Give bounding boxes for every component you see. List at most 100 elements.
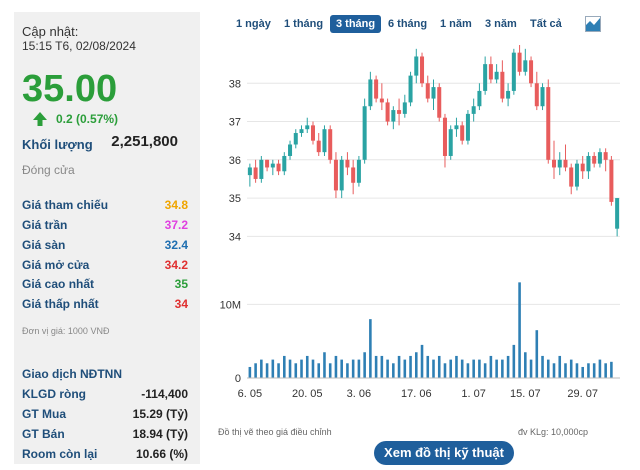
volume-bar [271,359,275,378]
volume-bar [541,355,544,378]
x-tick-label: 29. 07 [567,388,598,400]
candle-body [557,159,562,168]
volume-bar [420,344,424,378]
volume-bar [466,363,470,378]
area-chart-icon[interactable] [585,16,601,32]
candle-body [615,198,620,229]
price-row-value: 34 [174,297,188,311]
price-row: Giá tham chiếu 34.8 [22,198,188,216]
volume-bar [305,355,309,378]
candle-body [265,159,270,168]
price-row-value: 34.8 [164,198,188,212]
volume-bar [564,363,567,378]
volume-bar [449,359,453,378]
candle-body [253,167,258,179]
volume-bar [392,363,395,378]
volume-bar [288,359,292,378]
volume-bar [340,359,343,378]
price-tick-label: 38 [229,78,241,90]
volume-bar [254,363,257,378]
tab-3-months[interactable]: 3 tháng [330,15,382,33]
volume-bar [604,363,607,378]
volume-bar [369,319,372,378]
foreign-row-label: GT Mua [22,407,66,421]
foreign-row-label: GT Bán [22,427,65,441]
price-tick-label: 34 [229,231,241,243]
candle-body [368,79,373,107]
volume-bar [386,359,389,378]
candle-body [540,87,545,107]
candle-body [351,167,356,183]
technical-chart-button[interactable]: Xem đồ thị kỹ thuật [374,441,514,465]
x-tick-label: 15. 07 [510,388,541,400]
candle-body [431,87,436,99]
candle-body [488,64,493,80]
x-tick-label: 20. 05 [292,388,323,400]
price-row-label: Giá tham chiếu [22,198,109,212]
foreign-trade-title: Giao dịch NĐTNN [22,367,123,381]
foreign-row: KLGD ròng -114,400 [22,387,188,405]
price-row-label: Giá mở cửa [22,258,90,272]
candle-body [328,129,333,160]
market-status: Đóng cửa [22,163,75,177]
candle-body [597,152,602,164]
foreign-row-label: Room còn lại [22,447,98,461]
volume-bar [581,366,584,378]
tab-1-year[interactable]: 1 năm [440,18,472,30]
candle-body [500,71,505,99]
foreign-row-value: 18.94 (Tỷ) [132,427,188,441]
volume-bar [535,330,539,378]
candle-body [465,113,470,141]
tab-1-month[interactable]: 1 tháng [284,18,324,30]
unit-note: Đơn vị giá: 1000 VNĐ [22,326,110,336]
volume-bar [558,355,562,378]
x-tick-label: 6. 05 [238,388,262,400]
candle-body [592,155,597,164]
price-row-value: 34.2 [164,258,188,272]
candle-body [477,90,482,107]
volume-bar [346,363,349,378]
tab-all[interactable]: Tất cả [530,18,562,30]
candle-body [437,87,442,118]
candle-body [494,71,499,80]
volume-bar [397,355,401,378]
price-row-value: 32.4 [164,238,188,252]
candle-body [374,79,379,99]
candle-body [270,163,275,168]
candle-body [506,90,511,99]
candle-body [379,98,384,103]
price-change: 0.2 (0.57%) [56,112,119,126]
volume-bar [483,363,487,378]
price-row-label: Giá cao nhất [22,277,95,291]
tab-3-years[interactable]: 3 năm [485,18,517,30]
volume-bar [265,363,269,378]
candle-body [305,125,310,130]
volume-bar [610,361,613,378]
volume-bar [478,359,481,378]
candle-body [397,110,402,114]
price-row: Giá thấp nhất 34 [22,297,188,315]
candle-body [259,159,264,179]
candle-body [574,163,579,187]
volume-bar [294,363,298,378]
price-row-label: Giá trần [22,218,68,232]
tab-6-months[interactable]: 6 tháng [388,18,428,30]
volume-bar [317,363,321,378]
volume-tick-label: 10M [220,299,241,311]
price-row-label: Giá sàn [22,238,66,252]
candle-body [288,144,293,156]
adjusted-price-note: Đồ thị vẽ theo giá điều chỉnh [218,427,332,437]
candle-body [276,163,281,172]
x-tick-label: 17. 06 [401,388,432,400]
volume-bar [569,359,573,378]
volume-bar [403,359,407,378]
foreign-row-value: 10.66 (%) [135,447,188,461]
price-row-label: Giá thấp nhất [22,297,99,311]
volume-bar [512,344,516,378]
candle-body [448,129,453,156]
tab-1-day[interactable]: 1 ngày [236,18,271,30]
volume-bar [414,352,418,378]
volume-bar [575,363,579,378]
volume-bar [506,355,510,378]
volume-bar [260,359,263,378]
